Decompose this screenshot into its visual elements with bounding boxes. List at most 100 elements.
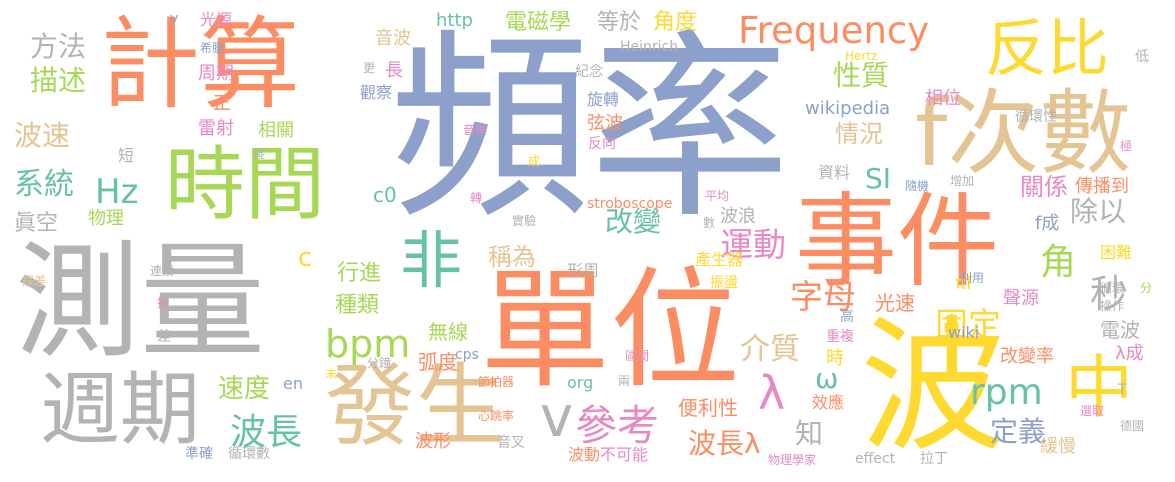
word-xuanqu: 選取 [1080,404,1105,418]
word-pai: 拍 [157,296,170,310]
word-c0: c0 [373,183,397,207]
word-guanxi: 關係 [1020,173,1068,201]
word-fen: 分 [1140,281,1153,295]
word-kunnan: 困難 [1100,243,1133,262]
word-deguo: 德國 [1120,419,1145,433]
word-shengyuan: 聲源 [1003,288,1039,309]
word-fanbi: 反比 [985,12,1110,85]
word-t: T [1118,382,1127,398]
word-pif: πf [955,273,973,294]
word-wiki: wiki [948,323,980,342]
word-org: org [567,373,594,392]
word-mo: 末 [325,367,338,381]
word-xiangguan: 相關 [258,120,294,141]
word-liyong: 利用 [960,271,985,285]
word-yundong: 運動 [720,225,786,264]
word-xunhuan: 循環 [1100,281,1125,295]
word-zheng: 正 [213,93,231,114]
word-bpm: bpm [325,322,411,366]
word-zhong: 中 [1065,349,1134,428]
word-bai: 擺 [253,147,266,161]
word-leishe: 雷射 [198,118,234,139]
word-shijian-time: 時間 [165,138,325,231]
word-xunhuanshu: 循環數 [228,446,270,462]
word-bochang: 波長 [230,412,303,453]
word-rpm: rpm [970,372,1043,413]
word-wuxian: 無線 [428,320,468,344]
word-xitong: 系統 [14,167,74,202]
word-wucha: 誤差 [22,274,47,288]
word-effect: effect [855,451,896,467]
word-qujian: 區間 [625,349,650,363]
word-pingjun: 平均 [705,189,730,203]
word-wuli: 物理 [88,208,124,229]
word-si: SI [865,162,892,195]
word-ji: 極 [1120,139,1133,153]
word-stroboscope: stroboscope [587,196,673,212]
word-omega: ω [815,362,839,395]
word-xiangwei: 相位 [925,88,961,109]
word-gao: 高 [840,309,854,325]
word-heinrich: Heinrich [620,39,679,55]
word-cps: cps [455,347,479,363]
word-guding: 固定 [935,305,1001,344]
word-bukeneng: 不可能 [600,445,649,464]
word-lambda-cheng: λ成 [1115,343,1144,364]
word-sudu: 速度 [218,374,271,404]
word-wulixuejia: 物理學家 [768,453,817,467]
word-pinlv: 頻率 [390,13,791,246]
word-gaibian: 改變 [605,205,662,238]
word-c: c [298,243,313,273]
word-chuyi: 除以 [1070,195,1127,228]
word-ziliao: 資料 [818,163,851,182]
word-jisuan: 計算 [100,6,300,123]
word-dianbo: 電波 [1100,318,1140,342]
word-zhunque: 準確 [185,446,213,462]
word-zhonglei: 種類 [335,293,380,318]
word-jiaodu: 角度 [653,10,698,35]
word-jinian: 紀念 [575,64,603,80]
word-shi: 時 [826,348,844,369]
word-hz: Hz [95,172,139,212]
word-zhi: 知 [795,417,824,450]
word-zhenkong: 眞空 [14,211,59,236]
word-chanshengqi: 產生器 [695,250,744,269]
word-bodong: 波動 [568,445,601,464]
word-bochang-lambda: 波長λ [688,427,761,460]
word-fasheng: 發生 [325,354,505,459]
word-liang: 兩 [618,374,631,388]
word-lambda: λ [758,366,786,420]
word-shu: 數 [703,216,716,230]
word-miao: 秒 [1090,272,1129,316]
word-zhouqi: 週期 [40,363,200,456]
word-hudu: 弧度 [418,350,458,374]
word-bianlixing: 便利性 [678,396,738,420]
word-xingzhi: 性質 [833,59,890,92]
word-guangsu: 光速 [875,291,915,315]
word-xianbo: 弦波 [587,113,623,134]
word-fei: 非 [400,224,463,297]
word-shiyan: 實驗 [512,214,537,228]
word-huanman: 緩慢 [1040,436,1076,457]
word-guangyuan: 光源 [200,10,233,29]
word-yinbo: 音波 [375,28,411,49]
word-chang: 長 [385,60,403,81]
word-xingjin: 行進 [337,261,382,286]
word-zimu: 字母 [790,277,856,316]
word-di: 低 [1135,49,1149,65]
word-cheng: 成 [528,154,541,168]
word-xintiaolv: 心跳率 [478,409,515,423]
word-jiepaiqi: 節拍器 [478,375,515,389]
word-caozuo: 操作 [1100,299,1125,313]
word-dingyi: 定義 [990,415,1047,448]
word-duan: 短 [118,146,135,165]
word-cha: 差 [157,329,171,345]
word-chuanbodao: 傳播到 [1075,176,1129,197]
word-shijian-event: 事件 [795,183,999,302]
word-zhuan: 轉 [470,191,483,205]
word-yinyue: 音樂 [463,123,488,137]
word-yincha: 音叉 [497,435,525,451]
word-fangfa: 方法 [30,30,87,63]
word-suiji: 隨機 [905,179,930,193]
word-xingzhou: 形周 [567,261,600,280]
